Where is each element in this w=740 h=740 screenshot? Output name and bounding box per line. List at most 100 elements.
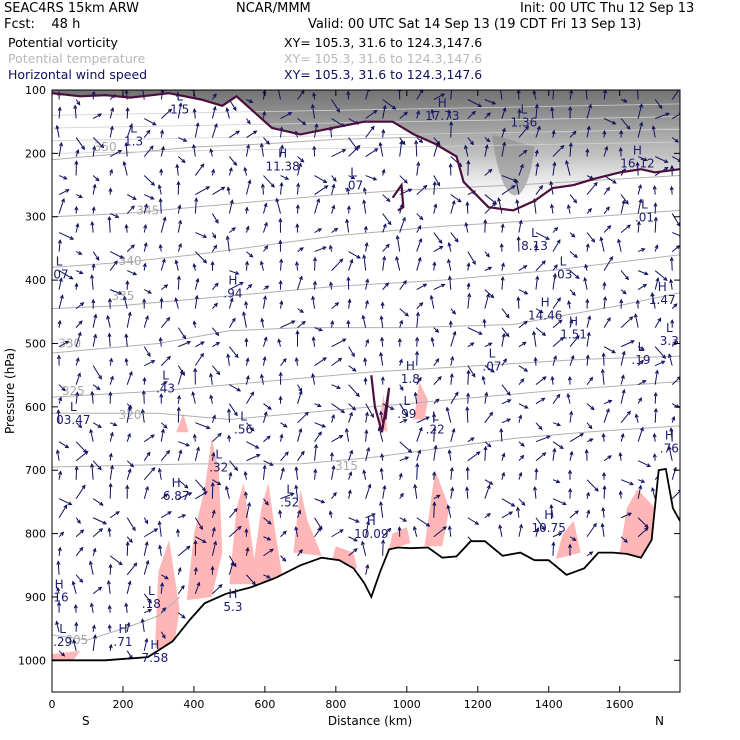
wind-arrow-shaft	[314, 469, 317, 480]
wind-arrow	[226, 353, 231, 366]
wind-arrow	[365, 125, 375, 138]
wind-arrow-shaft	[297, 321, 306, 329]
wind-arrow-head	[210, 481, 215, 487]
pv-contour-line	[52, 92, 680, 212]
wind-arrow	[75, 391, 80, 404]
wind-arrow-shaft	[177, 612, 186, 619]
wind-arrow-head	[646, 463, 652, 467]
wind-arrow-head	[571, 233, 576, 238]
wind-arrow-head	[93, 313, 98, 319]
wind-arrow	[314, 357, 327, 367]
wind-arrow-shaft	[433, 526, 447, 538]
wind-arrow-shaft	[603, 118, 616, 125]
wind-arrow-shaft	[603, 225, 611, 233]
wind-arrow-shaft	[312, 337, 316, 347]
wind-arrow	[143, 528, 159, 538]
wind-arrow	[651, 486, 656, 499]
wind-arrow-head	[621, 350, 626, 356]
wind-arrow-shaft	[467, 437, 475, 443]
wind-arrow	[535, 125, 541, 138]
wind-arrow-head	[501, 127, 506, 133]
wind-arrow-head	[620, 432, 625, 438]
wind-arrow	[654, 244, 659, 252]
x-tick-label: 600	[254, 698, 275, 711]
wind-arrow-head	[669, 185, 674, 191]
wind-arrow-head	[79, 529, 85, 534]
wind-arrow	[75, 357, 80, 366]
wind-arrow-head	[130, 205, 135, 210]
wind-arrow-head	[491, 100, 497, 105]
wind-arrow	[464, 221, 469, 233]
wind-arrow-head	[451, 310, 457, 315]
wind-arrow	[652, 185, 657, 195]
wind-arrow	[432, 501, 437, 518]
wind-arrow-head	[126, 621, 131, 627]
wind-arrow-head	[186, 545, 191, 550]
wind-arrow-shaft	[194, 517, 203, 530]
wind-arrow-head	[407, 188, 413, 193]
wind-arrow	[466, 262, 471, 271]
wind-arrow	[431, 412, 437, 423]
wind-arrow-shaft	[484, 365, 495, 373]
wind-arrow-head	[667, 445, 672, 451]
wind-arrow-shaft	[158, 185, 162, 195]
wind-arrow-shaft	[279, 510, 281, 518]
wind-arrow-shaft	[433, 245, 443, 253]
wind-arrow	[294, 484, 299, 499]
wind-arrow-head	[200, 341, 205, 346]
wind-arrow-head	[78, 251, 83, 255]
wind-arrow	[92, 251, 100, 261]
wind-arrow-shaft	[586, 479, 599, 492]
wind-arrow	[126, 580, 132, 594]
wind-arrow-head	[399, 492, 404, 498]
wind-arrow	[279, 300, 284, 309]
wind-arrow	[143, 593, 152, 604]
wind-arrow	[158, 336, 163, 347]
wind-arrow-head	[158, 336, 163, 342]
wind-arrow	[518, 320, 528, 329]
wind-arrow-head	[301, 121, 307, 126]
wind-arrow-head	[124, 602, 129, 607]
wind-arrow-shaft	[280, 467, 285, 480]
wind-arrow	[379, 351, 384, 366]
wind-arrow	[365, 278, 370, 290]
wind-arrow-head	[210, 260, 215, 266]
wind-arrow-shaft	[331, 258, 343, 271]
wind-arrow-shaft	[125, 224, 128, 233]
x-tick-label: 1200	[464, 698, 492, 711]
wind-arrow	[177, 204, 182, 214]
wind-arrow-head	[145, 485, 149, 491]
wind-arrow	[331, 302, 340, 310]
theta-label-305: 305	[65, 633, 88, 647]
wind-arrow-shaft	[142, 409, 145, 423]
wind-arrow-head	[213, 302, 219, 307]
wind-arrow	[211, 232, 217, 239]
wind-arrow	[143, 517, 149, 525]
wind-arrow	[569, 289, 576, 296]
wind-arrow-head	[91, 263, 96, 268]
wind-arrow	[552, 226, 559, 233]
wind-arrow-head	[449, 120, 454, 126]
wind-arrow	[107, 297, 112, 309]
wind-arrow	[92, 422, 102, 429]
wind-arrow-head	[523, 367, 529, 372]
wind-arrow	[601, 352, 606, 366]
wind-arrow	[126, 405, 132, 423]
wind-arrow-shaft	[450, 331, 456, 347]
wind-arrow-shaft	[160, 450, 170, 462]
wind-arrow-head	[108, 187, 113, 192]
wind-arrow-shaft	[229, 282, 244, 291]
wind-arrow-head	[419, 302, 424, 307]
wind-arrow-shaft	[158, 521, 162, 537]
extremum-value: .71	[113, 635, 132, 649]
wind-arrow-shaft	[126, 469, 131, 480]
wind-arrow-head	[626, 410, 631, 415]
wind-arrow-shaft	[533, 331, 537, 347]
wind-arrow-shaft	[262, 296, 266, 309]
wind-arrow-head	[447, 258, 451, 264]
wind-arrow-shaft	[433, 93, 445, 100]
wind-arrow-head	[379, 315, 384, 320]
wind-arrow	[620, 350, 626, 366]
wind-arrow-head	[466, 159, 471, 165]
wind-arrow	[637, 103, 643, 119]
